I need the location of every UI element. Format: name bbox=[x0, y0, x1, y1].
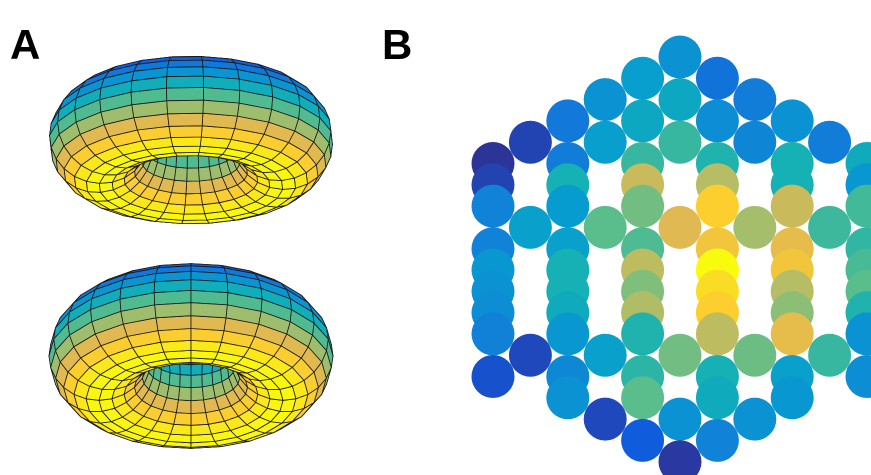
hex-disc bbox=[583, 78, 627, 122]
hex-disc bbox=[658, 333, 702, 377]
panel-label-b: B bbox=[382, 21, 413, 68]
hex-disc bbox=[471, 312, 515, 356]
hex-disc bbox=[508, 120, 552, 164]
hex-disc bbox=[546, 99, 590, 143]
hex-disc bbox=[546, 312, 590, 356]
hex-disc bbox=[658, 440, 702, 475]
hex-disc bbox=[770, 312, 814, 356]
torus-face bbox=[190, 302, 228, 319]
hex-disc bbox=[695, 376, 739, 420]
hex-disc bbox=[695, 184, 739, 228]
hex-disc bbox=[658, 397, 702, 441]
hex-discs bbox=[471, 35, 871, 475]
hex-disc bbox=[770, 184, 814, 228]
hex-disc bbox=[695, 56, 739, 100]
hex-disc bbox=[733, 78, 777, 122]
hex-disc bbox=[621, 184, 665, 228]
torus-bottom bbox=[48, 263, 334, 449]
hex-disc bbox=[621, 99, 665, 143]
hex-disc bbox=[658, 35, 702, 79]
hex-disc bbox=[658, 120, 702, 164]
hex-disc bbox=[583, 120, 627, 164]
hex-disc bbox=[658, 205, 702, 249]
hex-disc bbox=[845, 184, 871, 228]
torus-face bbox=[166, 99, 204, 115]
hex-disc bbox=[621, 376, 665, 420]
hex-disc bbox=[546, 184, 590, 228]
hex-disc bbox=[583, 333, 627, 377]
hex-disc bbox=[733, 397, 777, 441]
hex-disc bbox=[546, 376, 590, 420]
hex-disc bbox=[733, 333, 777, 377]
hex-disc bbox=[770, 99, 814, 143]
hex-disc bbox=[808, 205, 852, 249]
hex-disc bbox=[733, 120, 777, 164]
hex-disc bbox=[770, 376, 814, 420]
torus-top bbox=[49, 56, 333, 225]
hex-disc bbox=[583, 205, 627, 249]
hex-disc bbox=[845, 312, 871, 356]
panel-label-a: A bbox=[10, 21, 41, 68]
hex-disc bbox=[583, 397, 627, 441]
hex-disc bbox=[808, 120, 852, 164]
hex-disc bbox=[845, 355, 871, 398]
hex-disc bbox=[621, 56, 665, 100]
hex-disc bbox=[695, 99, 739, 143]
hex-disc bbox=[695, 312, 739, 356]
hex-disc bbox=[733, 205, 777, 249]
hex-disc bbox=[621, 418, 665, 462]
hex-disc bbox=[471, 184, 515, 228]
hex-disc bbox=[695, 418, 739, 462]
hex-disc bbox=[808, 333, 852, 377]
hex-disc bbox=[508, 205, 552, 249]
hex-disc bbox=[471, 355, 515, 398]
hex-disc bbox=[658, 78, 702, 122]
hex-disc bbox=[508, 333, 552, 377]
hex-disc bbox=[621, 312, 665, 356]
